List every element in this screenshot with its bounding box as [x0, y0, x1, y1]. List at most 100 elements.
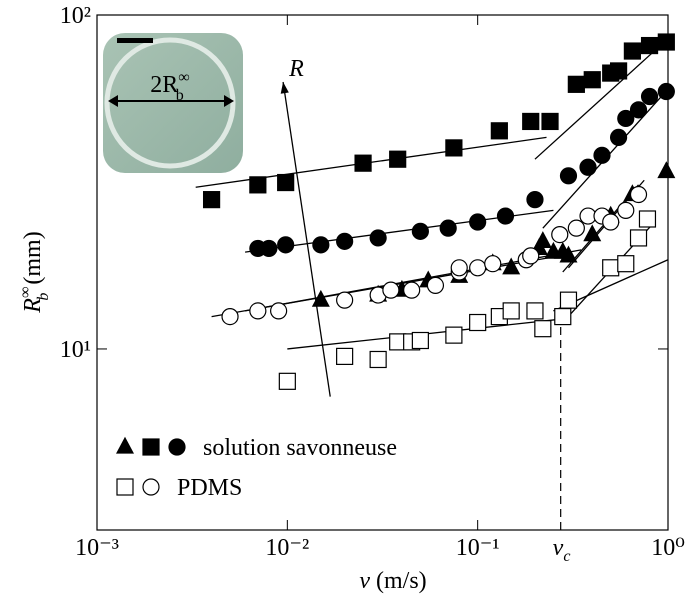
- marker-triangle: [657, 161, 676, 179]
- marker-square: [369, 350, 387, 369]
- y-label-unit: (mm): [20, 231, 46, 284]
- marker-circle: [496, 207, 515, 225]
- marker-circle: [270, 302, 288, 320]
- marker-circle: [469, 259, 487, 277]
- marker-square: [469, 313, 487, 332]
- marker-circle: [609, 128, 628, 147]
- marker-circle: [260, 239, 278, 258]
- marker-square: [629, 229, 648, 247]
- marker-circle: [336, 232, 354, 250]
- marker-circle: [526, 191, 544, 209]
- legend-marker: [142, 478, 160, 496]
- marker-square: [541, 112, 559, 131]
- legend-label: PDMS: [177, 475, 242, 501]
- y-label-sub: b: [35, 293, 52, 301]
- marker-circle: [629, 101, 648, 119]
- marker-circle: [522, 247, 540, 265]
- marker-square: [640, 36, 659, 55]
- x-tick-label: 10⁻³: [75, 535, 119, 561]
- marker-square: [602, 259, 620, 277]
- arrow-line: [282, 81, 331, 397]
- marker-circle: [593, 146, 611, 164]
- marker-circle: [277, 236, 295, 254]
- legend-label: solution savonneuse: [203, 435, 397, 461]
- inset-label-sup: ∞: [178, 69, 189, 86]
- marker-square: [336, 347, 354, 365]
- marker-square: [559, 291, 578, 309]
- x-tick-label: 10⁻²: [265, 535, 309, 561]
- inset-photo: [103, 33, 243, 173]
- marker-circle: [602, 213, 620, 231]
- marker-square: [554, 307, 572, 326]
- legend-marker: [168, 438, 186, 456]
- arrow-label: R: [288, 56, 304, 82]
- marker-square: [502, 302, 520, 320]
- inset-ring: [104, 37, 236, 169]
- marker-triangle: [533, 231, 552, 248]
- marker-circle: [450, 259, 468, 277]
- legend-marker: [116, 436, 134, 454]
- marker-circle: [249, 302, 267, 320]
- x-axis-label: v (m/s): [359, 568, 426, 594]
- marker-circle: [411, 222, 429, 240]
- marker-square: [202, 191, 221, 209]
- inset-label-sub: b: [176, 87, 184, 104]
- fit-line: [534, 38, 669, 160]
- y-tick-label: 10²: [60, 3, 91, 29]
- x-tick-label: 10⁰: [651, 535, 685, 561]
- marker-triangle: [502, 257, 521, 275]
- marker-square: [623, 42, 641, 60]
- marker-square: [249, 176, 267, 194]
- marker-square: [445, 326, 463, 344]
- critical-label: vc: [553, 535, 571, 565]
- x-label-unit: (m/s): [376, 568, 427, 594]
- marker-circle: [221, 307, 239, 326]
- marker-triangle: [559, 245, 578, 263]
- marker-square: [522, 112, 540, 131]
- legend-marker: [116, 478, 134, 496]
- marker-square: [583, 71, 601, 89]
- marker-square: [354, 154, 372, 172]
- inset: 2R∞ b: [103, 33, 243, 173]
- y-label-var: R: [20, 298, 46, 314]
- marker-square: [657, 33, 675, 51]
- marker-square: [567, 75, 585, 93]
- marker-circle: [403, 281, 421, 299]
- marker-circle: [312, 236, 330, 254]
- inset-label: 2R∞ b: [150, 69, 189, 104]
- marker-circle: [617, 109, 635, 128]
- scale-bar: [117, 38, 153, 43]
- critical-label-var: v: [553, 535, 564, 561]
- marker-square: [277, 173, 295, 192]
- marker-circle: [369, 229, 387, 247]
- marker-square: [389, 150, 407, 168]
- arrow-head: [280, 82, 289, 94]
- marker-circle: [559, 167, 578, 185]
- marker-square: [445, 139, 463, 157]
- x-tick-label: 10⁻¹: [456, 535, 500, 561]
- x-label-var: v: [359, 568, 370, 594]
- y-axis-label: R∞b (mm): [17, 231, 52, 313]
- marker-circle: [617, 201, 635, 219]
- inset-label-main: 2R: [150, 72, 178, 98]
- marker-circle: [484, 255, 502, 273]
- marker-circle: [657, 82, 675, 101]
- critical-label-sub: c: [563, 548, 570, 565]
- marker-circle: [336, 291, 354, 309]
- marker-circle: [551, 226, 569, 244]
- marker-circle: [469, 213, 487, 231]
- plot-frame: [96, 14, 669, 531]
- marker-circle: [640, 87, 659, 106]
- legend-marker: [142, 438, 160, 456]
- marker-square: [411, 331, 429, 350]
- marker-square: [490, 122, 508, 140]
- marker-circle: [567, 219, 585, 237]
- y-tick-label: 10¹: [60, 337, 91, 363]
- marker-circle: [579, 158, 597, 176]
- marker-triangle: [583, 224, 602, 242]
- marker-circle: [426, 276, 445, 294]
- marker-square: [609, 62, 628, 80]
- marker-square: [638, 210, 657, 228]
- marker-square: [526, 302, 544, 320]
